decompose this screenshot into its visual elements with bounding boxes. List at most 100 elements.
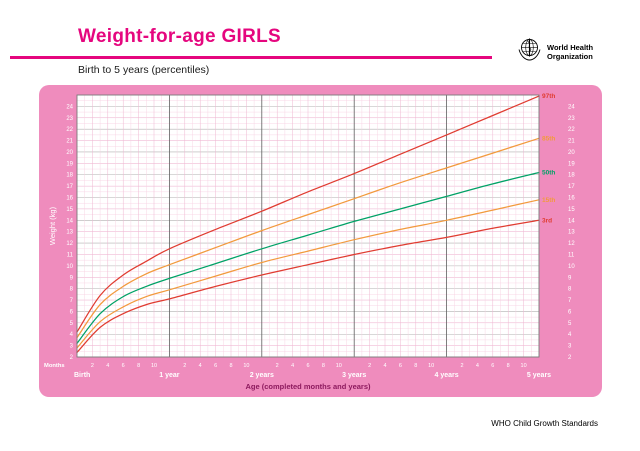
who-emblem-icon	[516, 36, 543, 68]
growth-chart-panel: 97th 85th 50th 15th 3rd 2 2 3 3 4 4 5 5 6 6 7 7 8 8 9 9 10 10 1…	[39, 85, 602, 397]
percentile-curve-3rd	[76, 219, 540, 354]
svg-text:21: 21	[568, 139, 575, 145]
svg-text:10: 10	[336, 363, 342, 369]
svg-text:6: 6	[122, 363, 125, 369]
svg-text:8: 8	[568, 287, 572, 293]
svg-text:18: 18	[66, 173, 73, 179]
svg-text:2: 2	[70, 355, 74, 361]
percentile-curves	[76, 95, 540, 354]
svg-text:2: 2	[276, 363, 279, 369]
percentile-label-50th: 50th	[542, 169, 555, 176]
svg-text:19: 19	[568, 161, 575, 167]
svg-text:8: 8	[322, 363, 325, 369]
percentile-labels: 97th 85th 50th 15th 3rd	[542, 93, 555, 224]
svg-text:24: 24	[66, 104, 73, 110]
svg-text:2: 2	[568, 355, 572, 361]
svg-text:6: 6	[214, 363, 217, 369]
svg-text:6: 6	[70, 309, 74, 315]
percentile-label-3rd: 3rd	[542, 217, 552, 224]
svg-text:12: 12	[568, 241, 575, 247]
svg-text:9: 9	[70, 275, 74, 281]
svg-text:4: 4	[70, 332, 74, 338]
svg-text:12: 12	[66, 241, 73, 247]
svg-text:10: 10	[521, 363, 527, 369]
svg-text:5 years: 5 years	[527, 372, 551, 379]
svg-text:15: 15	[66, 207, 73, 213]
svg-text:3: 3	[70, 344, 74, 350]
chart-subtitle: Birth to 5 years (percentiles)	[78, 64, 210, 76]
svg-text:20: 20	[66, 150, 73, 156]
svg-text:10: 10	[66, 264, 73, 270]
x-axis-title: Age (completed months and years)	[245, 382, 371, 391]
svg-text:20: 20	[568, 150, 575, 156]
svg-text:2: 2	[368, 363, 371, 369]
svg-text:6: 6	[568, 309, 572, 315]
svg-text:23: 23	[66, 116, 73, 122]
y-axis-title: Weight (kg)	[48, 206, 57, 245]
percentile-curve-97th	[76, 95, 540, 333]
page-title: Weight-for-age GIRLS	[78, 26, 282, 47]
svg-text:17: 17	[66, 184, 73, 190]
svg-text:22: 22	[66, 127, 73, 133]
svg-text:8: 8	[137, 363, 140, 369]
svg-text:6: 6	[491, 363, 494, 369]
svg-text:3 years: 3 years	[342, 372, 366, 379]
svg-text:10: 10	[243, 363, 249, 369]
who-logo-line2: Organization	[547, 52, 593, 61]
svg-text:8: 8	[70, 287, 74, 293]
svg-text:15: 15	[568, 207, 575, 213]
svg-text:4: 4	[199, 363, 202, 369]
svg-text:16: 16	[66, 196, 73, 202]
who-logo-line1: World Health	[547, 43, 594, 52]
svg-text:10: 10	[151, 363, 157, 369]
svg-text:4: 4	[476, 363, 479, 369]
x-axis-months-caption: Months	[44, 363, 65, 369]
svg-text:4: 4	[291, 363, 294, 369]
svg-text:2 years: 2 years	[250, 372, 274, 379]
percentile-curve-50th	[76, 171, 540, 344]
percentile-curve-85th	[76, 137, 540, 339]
svg-text:16: 16	[568, 196, 575, 202]
svg-text:4: 4	[383, 363, 386, 369]
grid	[77, 94, 539, 358]
svg-text:2: 2	[91, 363, 94, 369]
svg-text:7: 7	[70, 298, 74, 304]
svg-text:3: 3	[568, 344, 572, 350]
svg-text:22: 22	[568, 127, 575, 133]
svg-text:5: 5	[70, 321, 74, 327]
footer-credit: WHO Child Growth Standards	[491, 419, 598, 428]
svg-text:17: 17	[568, 184, 575, 190]
percentile-label-97th: 97th	[542, 93, 555, 100]
percentile-curve-15th	[76, 199, 540, 349]
svg-text:9: 9	[568, 275, 572, 281]
svg-text:10: 10	[428, 363, 434, 369]
svg-text:4 years: 4 years	[435, 372, 459, 379]
svg-text:8: 8	[507, 363, 510, 369]
percentile-label-85th: 85th	[542, 135, 555, 142]
svg-text:18: 18	[568, 173, 575, 179]
svg-text:4: 4	[106, 363, 109, 369]
title-divider	[10, 56, 492, 59]
svg-text:10: 10	[568, 264, 575, 270]
who-logo-text: World Health Organization	[547, 43, 593, 61]
svg-text:19: 19	[66, 161, 73, 167]
x-axis-year-labels: Birth 1 year 2 years 3 years 4 years 5 years	[74, 372, 551, 379]
svg-text:Birth: Birth	[74, 372, 90, 379]
svg-text:7: 7	[568, 298, 572, 304]
svg-text:2: 2	[460, 363, 463, 369]
svg-text:1 year: 1 year	[159, 372, 180, 379]
svg-text:14: 14	[66, 218, 73, 224]
svg-text:14: 14	[568, 218, 575, 224]
svg-text:11: 11	[67, 252, 74, 258]
svg-text:8: 8	[414, 363, 417, 369]
x-axis-month-labels: 2 4 6 8 10 2 4 6 8 10 2 4 6 8 10 2 4 6 8 10 2 4 6 8 10	[91, 363, 527, 369]
svg-text:5: 5	[568, 321, 572, 327]
who-logo: World Health Organization	[516, 36, 593, 68]
svg-text:23: 23	[568, 116, 575, 122]
svg-text:6: 6	[306, 363, 309, 369]
svg-text:21: 21	[66, 139, 73, 145]
plot-border	[76, 94, 540, 358]
